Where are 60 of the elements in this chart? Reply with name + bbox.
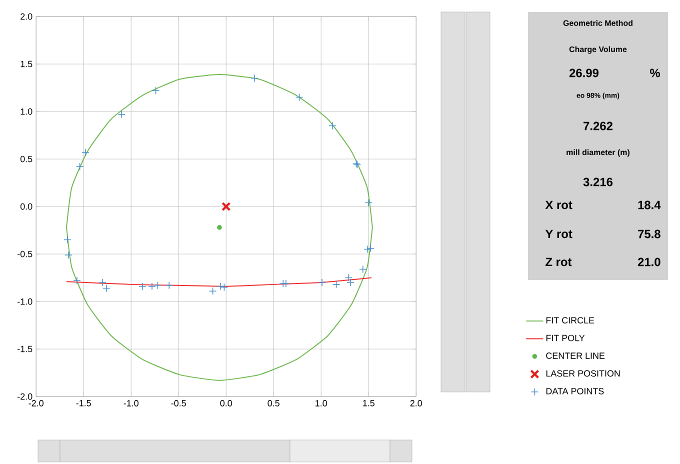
point [328,122,336,130]
y-tick-label: 0.5 [20,156,32,162]
y-tick-label: 1.5 [20,60,32,68]
text: 7.262 [584,122,612,130]
point [216,282,224,290]
point [76,162,84,171]
y-tick-label: 2.0 [20,13,32,20]
legend-label: FIT CIRCLE [546,317,594,324]
point [154,282,162,290]
point [364,198,372,207]
point [221,202,231,212]
point [282,280,290,288]
x-tick-label: 1.5 [363,400,374,406]
point [64,236,72,244]
point [359,265,367,274]
text: Z rot [546,258,572,266]
point [73,276,81,285]
point [295,93,304,102]
x-tick-label: -1.5 [76,400,91,406]
point [148,282,156,290]
point [364,245,372,254]
point [250,74,258,82]
point [82,148,90,156]
line-series [66,277,372,287]
point [152,86,160,95]
x-tick-label: 0.5 [268,400,280,406]
text: 3.216 [583,178,613,186]
point [220,283,228,292]
x-tick-label: 0.0 [220,400,232,406]
y-tick-label: 0.0 [20,203,32,210]
text: 26.99 [569,68,599,78]
point [118,110,126,118]
text: X rot [545,200,572,210]
legend-label: FIT POLY [546,334,585,342]
point [208,287,217,295]
point [138,282,146,290]
text: 18.4 [638,200,661,210]
point [318,278,326,286]
point [366,244,374,252]
point [64,251,72,259]
legend-label: LASER POSITION [546,370,620,377]
text: % [650,68,660,78]
point [217,225,222,230]
x-tick-label: -1.0 [124,400,138,406]
y-tick-label: -1.5 [18,346,32,352]
x-tick-label: 2.0 [410,400,422,406]
point [332,280,340,288]
y-tick-label: 1.0 [20,108,32,115]
point [165,282,173,290]
x-tick-label: -0.5 [171,400,186,406]
x-tick-label: -2.0 [28,400,44,406]
x-tick-label: 1.0 [316,400,327,406]
y-tick-label: -0.5 [18,250,32,258]
text: Y rot [545,230,572,238]
text: 75.8 [638,230,660,238]
y-tick-label: -2.0 [18,393,32,400]
y-tick-label: -1.0 [18,298,32,305]
text: 21.0 [638,258,660,266]
legend-label: CENTER LINE [546,352,605,359]
legend-label: DATA POINTS [546,388,604,394]
